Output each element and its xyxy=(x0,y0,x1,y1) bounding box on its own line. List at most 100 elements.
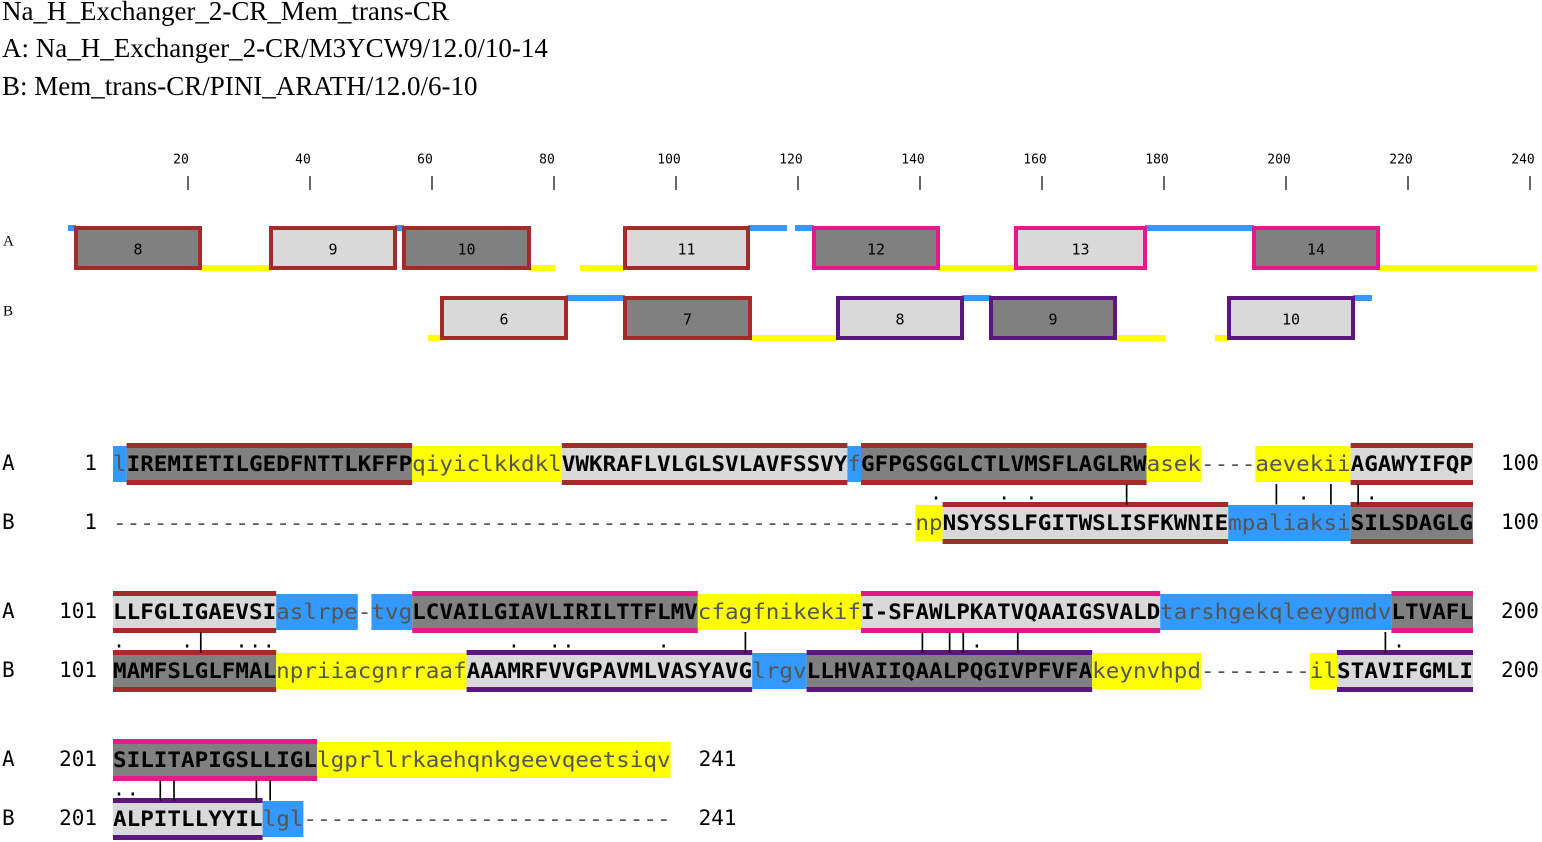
track-label: A xyxy=(3,233,14,249)
residue-bg xyxy=(113,653,277,689)
row-end: 200 xyxy=(1501,599,1539,623)
residue-bg xyxy=(1160,594,1392,630)
residues: NSYSSLFGITWSLISFKWNIE xyxy=(943,511,1229,535)
domain-border-bottom xyxy=(942,539,1229,544)
residue-bg xyxy=(1309,653,1337,689)
domain-border-bottom xyxy=(861,480,1147,485)
domain-border-top xyxy=(113,650,277,655)
link-bottom xyxy=(580,265,625,271)
residues: IREMIETILGEDFNTTLKFFP xyxy=(127,452,413,476)
link-top xyxy=(1353,295,1372,301)
segment-box xyxy=(269,226,397,270)
link-bottom xyxy=(938,265,1016,271)
link-top xyxy=(395,225,404,231)
residues: - xyxy=(358,600,372,624)
residue-bg xyxy=(113,594,277,630)
domain-border-top xyxy=(126,443,413,448)
domain-border-bottom xyxy=(113,628,277,633)
segment-label: 8 xyxy=(133,241,142,259)
link-bottom xyxy=(1115,335,1165,341)
domain-border-bottom xyxy=(861,628,1161,633)
segment-box xyxy=(74,226,202,270)
segment-box xyxy=(812,226,940,270)
segment-label: 6 xyxy=(499,311,508,329)
residues: -------- xyxy=(1201,659,1310,683)
ruler-label: 60 xyxy=(417,153,433,168)
domain-border-top xyxy=(113,591,277,596)
ruler-label: 180 xyxy=(1145,153,1168,168)
row-label: B xyxy=(2,510,15,534)
residues: ---- xyxy=(1201,452,1255,476)
domain-border-bottom xyxy=(113,687,277,692)
segment-box xyxy=(1014,226,1147,270)
residues: ----------------------------------------… xyxy=(113,511,915,535)
row-label: A xyxy=(2,599,15,623)
domain-border-top xyxy=(942,502,1229,507)
row-end: 100 xyxy=(1501,510,1539,534)
segment-label: 12 xyxy=(867,241,885,259)
link-top xyxy=(748,225,787,231)
segment-label: 9 xyxy=(1048,311,1057,329)
residues: tvg xyxy=(371,600,412,624)
link-top xyxy=(566,295,625,301)
row-start: 1 xyxy=(84,451,97,475)
residue-bg xyxy=(561,446,848,482)
domain-border-top xyxy=(113,739,317,744)
domain-border-bottom xyxy=(1350,539,1473,544)
residue-bg xyxy=(1228,505,1351,541)
domain-border-bottom xyxy=(113,835,263,840)
residue-bg xyxy=(126,446,413,482)
domain-border-top xyxy=(1350,443,1473,448)
residue-bg xyxy=(1391,594,1473,630)
residue-bg xyxy=(806,653,1093,689)
ruler-label: 120 xyxy=(779,153,802,168)
ruler-label: 100 xyxy=(657,153,680,168)
residues: l xyxy=(113,452,127,476)
residues: AGAWYIFQP xyxy=(1351,452,1473,476)
segment-box xyxy=(623,296,752,340)
residue-bg xyxy=(942,505,1229,541)
residue-bg xyxy=(466,653,753,689)
residues: MAMFSLGLFMAL xyxy=(113,659,276,683)
domain-border-bottom xyxy=(1391,628,1473,633)
ruler-label: 240 xyxy=(1511,153,1534,168)
domain-border-top xyxy=(113,798,263,803)
residue-bg xyxy=(1092,653,1201,689)
ruler-label: 140 xyxy=(901,153,924,168)
residue-bg xyxy=(697,594,861,630)
domain-border-bottom xyxy=(126,480,413,485)
segment-label: 11 xyxy=(677,241,695,259)
ruler-label: 40 xyxy=(295,153,311,168)
residues: cfagfnikekif xyxy=(698,600,861,624)
row-start: 201 xyxy=(59,747,97,771)
row-label: A xyxy=(2,451,15,475)
residues: il xyxy=(1310,659,1337,683)
residue-bg xyxy=(861,446,1147,482)
segment-box xyxy=(440,296,568,340)
link-bottom xyxy=(1378,265,1537,271)
residues: lgl xyxy=(263,807,304,831)
row-start: 101 xyxy=(59,658,97,682)
residue-bg xyxy=(113,742,317,778)
link-bottom xyxy=(529,265,555,271)
residue-bg xyxy=(412,594,698,630)
residues: np xyxy=(915,511,942,535)
domain-border-top xyxy=(561,443,848,448)
domain-border-bottom xyxy=(466,687,753,692)
link-bottom xyxy=(428,335,442,341)
residue-bg xyxy=(1255,446,1351,482)
segment-box xyxy=(989,296,1117,340)
residue-bg xyxy=(1146,446,1201,482)
row-end: 200 xyxy=(1501,658,1539,682)
link-bottom xyxy=(200,265,271,271)
ruler-label: 20 xyxy=(173,153,189,168)
residues: mpaliaksi xyxy=(1228,511,1350,535)
residues: LLHVAIIQAALPQGIVPFVFA xyxy=(807,659,1093,683)
residues: ALPITLLYYIL xyxy=(113,807,263,831)
ruler-label: 200 xyxy=(1267,153,1290,168)
segment-label: 9 xyxy=(328,241,337,259)
residue-bg xyxy=(412,446,562,482)
domain-border-bottom xyxy=(1337,687,1473,692)
row-label: B xyxy=(2,658,15,682)
